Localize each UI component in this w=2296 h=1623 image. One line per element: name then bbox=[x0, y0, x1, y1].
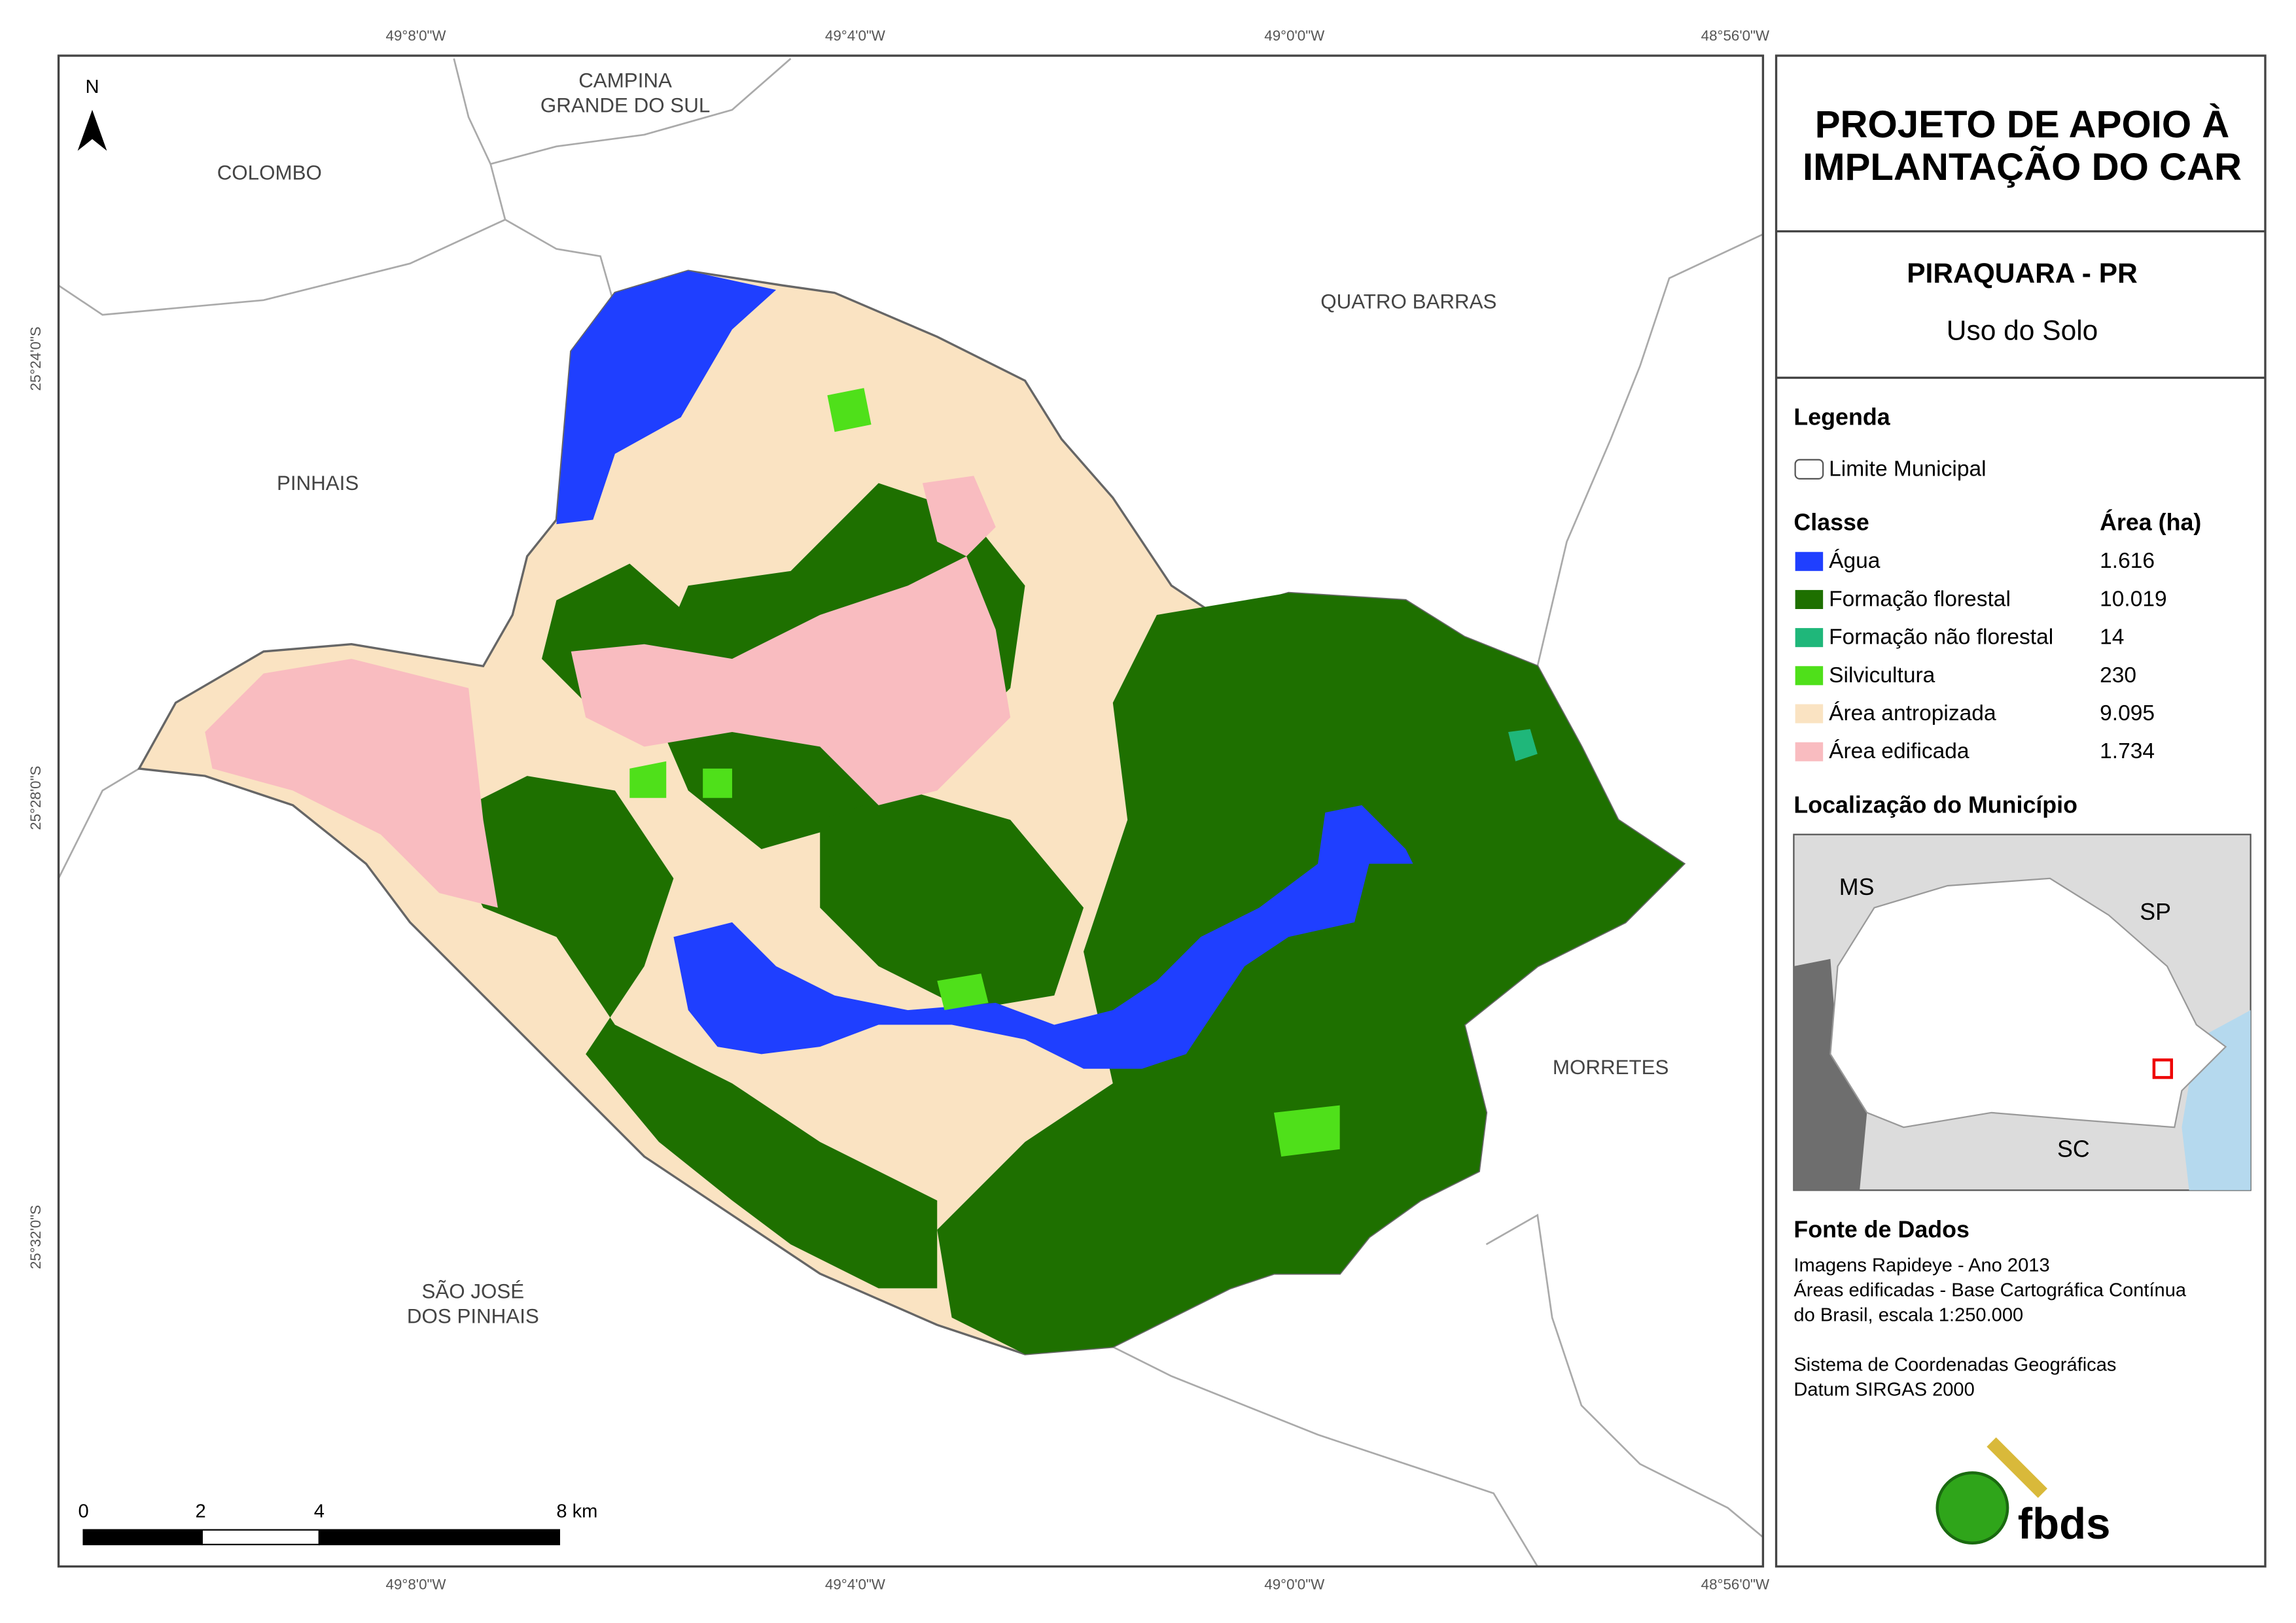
water bbox=[673, 805, 1413, 1069]
neighbor-country bbox=[1793, 958, 1867, 1191]
logo bbox=[1935, 1437, 2047, 1545]
source-line: do Brasil, escala 1:250.000 bbox=[1793, 1305, 2023, 1326]
municipality: PIRAQUARA - PR bbox=[1907, 258, 2138, 289]
scale-label: 0 bbox=[78, 1501, 88, 1522]
neighbor-label: QUATRO BARRAS bbox=[1320, 290, 1496, 313]
legend-label: Área edificada bbox=[1829, 739, 1969, 763]
location-marker bbox=[2152, 1058, 2174, 1079]
legend-label: Formação não florestal bbox=[1829, 625, 2053, 650]
scale-segment bbox=[201, 1529, 320, 1546]
silviculture bbox=[629, 388, 1340, 1157]
legend-area: 14 bbox=[2100, 625, 2124, 650]
map-frame bbox=[57, 54, 1765, 1568]
neighbor-boundaries bbox=[58, 58, 1764, 1567]
theme: Uso do Solo bbox=[1947, 315, 2098, 346]
scale-segment bbox=[318, 1529, 560, 1546]
coordinate-label: 49°0'0"W bbox=[1264, 27, 1325, 44]
locator-label: SC bbox=[2057, 1136, 2090, 1162]
municipality bbox=[137, 270, 1686, 1355]
legend-area: 230 bbox=[2100, 663, 2136, 688]
forest-area bbox=[439, 776, 938, 1289]
legend-swatch bbox=[1795, 628, 1824, 648]
built-area bbox=[571, 556, 1011, 805]
legend-column-header: Área (ha) bbox=[2100, 510, 2201, 536]
north-label: N bbox=[85, 77, 99, 97]
legend-label: Água bbox=[1829, 549, 1881, 573]
scale-segment bbox=[82, 1529, 203, 1546]
boundary bbox=[1536, 233, 1763, 667]
coordinate-label: 48°56'0"W bbox=[1701, 27, 1770, 44]
coordinate-label: 49°8'0"W bbox=[386, 27, 447, 44]
scale-label: 2 bbox=[196, 1501, 206, 1522]
water bbox=[556, 271, 777, 525]
coordinate-label: 25°28'0"S bbox=[27, 766, 44, 830]
boundary bbox=[58, 767, 140, 879]
title: PROJETO DE APOIO À bbox=[1815, 103, 2230, 146]
scale-bar bbox=[82, 1529, 560, 1546]
source-line: Áreas edificadas - Base Cartográfica Con… bbox=[1793, 1280, 2186, 1301]
locator-label: MS bbox=[1839, 874, 1875, 900]
legend-area: 9.095 bbox=[2100, 701, 2155, 725]
boundary bbox=[490, 58, 792, 165]
legend-area: 10.019 bbox=[2100, 587, 2167, 611]
legend-label: Limite Municipal bbox=[1829, 457, 1987, 481]
source-heading: Fonte de Dados bbox=[1793, 1217, 1969, 1243]
state-parana bbox=[1829, 877, 2227, 1128]
legend-area: 1.616 bbox=[2100, 549, 2155, 573]
legend-swatch bbox=[1795, 704, 1824, 724]
neighbor-label: MORRETES bbox=[1553, 1056, 1669, 1079]
title: IMPLANTAÇÃO DO CAR bbox=[1803, 146, 2242, 188]
neighbor-label: SÃO JOSÉ bbox=[421, 1280, 524, 1302]
legend-swatch bbox=[1795, 589, 1824, 610]
neighbor-label: COLOMBO bbox=[217, 162, 322, 184]
source-line: Datum SIRGAS 2000 bbox=[1793, 1380, 1974, 1401]
legend-heading: Legenda bbox=[1793, 404, 1890, 430]
locator-label: SP bbox=[2140, 899, 2171, 925]
coordinate-label: 49°0'0"W bbox=[1264, 1577, 1325, 1593]
legend-column-header: Classe bbox=[1793, 510, 1869, 536]
legend-swatch bbox=[1795, 551, 1824, 571]
legend-swatch bbox=[1795, 666, 1824, 686]
built-area bbox=[205, 659, 498, 908]
logo-circle bbox=[1935, 1471, 2009, 1545]
neighbor-label: CAMPINA bbox=[578, 69, 672, 92]
north-arrow bbox=[77, 109, 107, 151]
legend-label: Silvicultura bbox=[1829, 663, 1935, 688]
neighbor-label: GRANDE DO SUL bbox=[540, 94, 710, 117]
panel-frame bbox=[1775, 54, 2267, 1568]
coordinate-label: 48°56'0"W bbox=[1701, 1577, 1770, 1593]
coordinate-label: 49°4'0"W bbox=[825, 27, 886, 44]
forest-area bbox=[937, 593, 1684, 1355]
location-heading: Localização do Município bbox=[1793, 792, 2077, 818]
legend-label: Formação florestal bbox=[1829, 587, 2011, 611]
built-area bbox=[922, 476, 996, 557]
forest-area bbox=[820, 790, 1084, 1011]
legend-area: 1.734 bbox=[2100, 739, 2155, 763]
boundary bbox=[58, 218, 506, 316]
coordinate-label: 49°8'0"W bbox=[386, 1577, 447, 1593]
neighbor-label: DOS PINHAIS bbox=[407, 1304, 539, 1327]
neighbor-label: PINHAIS bbox=[277, 472, 359, 495]
boundary bbox=[1112, 1346, 1538, 1567]
logo-bar bbox=[1987, 1437, 2047, 1498]
coordinate-label: 25°24'0"S bbox=[27, 326, 44, 391]
coordinate-label: 25°32'0"S bbox=[27, 1205, 44, 1269]
source-line: Sistema de Coordenadas Geográficas bbox=[1793, 1355, 2116, 1376]
boundary bbox=[1485, 1213, 1764, 1538]
source-line: Imagens Rapideye - Ano 2013 bbox=[1793, 1255, 2049, 1276]
boundary-swatch bbox=[1794, 459, 1824, 480]
scale-label: 4 bbox=[314, 1501, 325, 1522]
legend-swatch bbox=[1795, 742, 1824, 761]
logo-text: fbds bbox=[2018, 1499, 2111, 1548]
scale-label: 8 km bbox=[556, 1501, 597, 1522]
non-forest-formation bbox=[1508, 729, 1538, 761]
legend-label: Área antropizada bbox=[1829, 701, 1996, 725]
locator-map bbox=[1793, 833, 2252, 1191]
coordinate-label: 49°4'0"W bbox=[825, 1577, 886, 1593]
